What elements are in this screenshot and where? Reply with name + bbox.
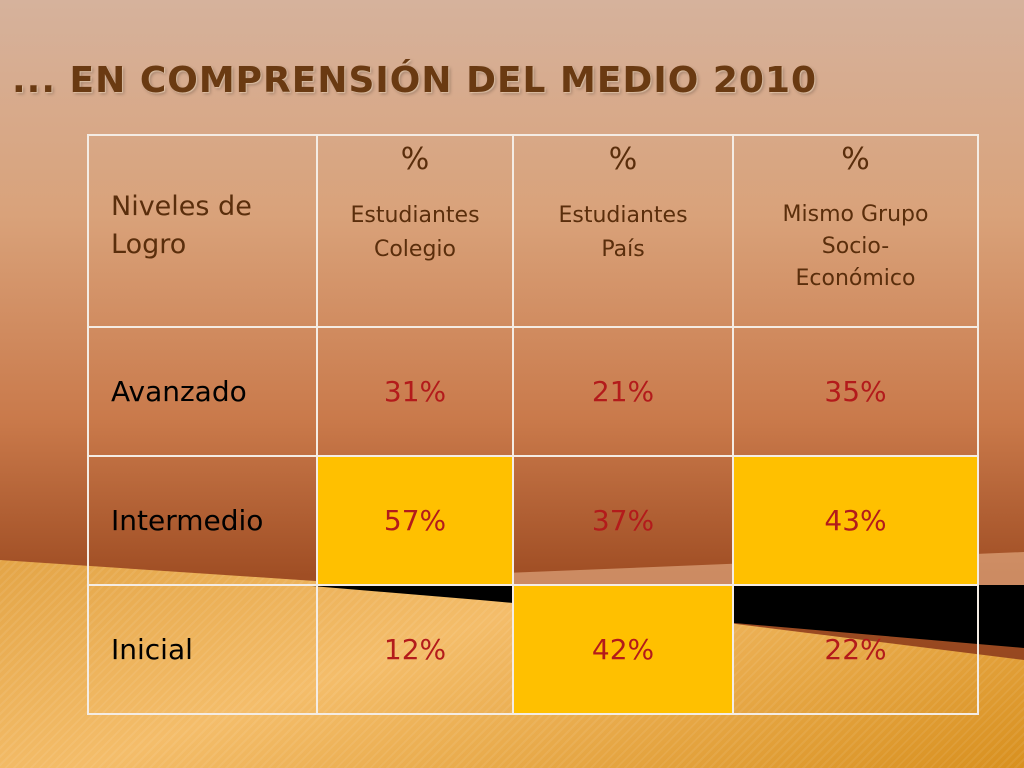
- value-cell: 22%: [732, 584, 979, 715]
- table-row: Inicial 12% 42% 22%: [87, 584, 979, 715]
- column-header-colegio: % Estudiantes Colegio: [316, 134, 514, 328]
- value-cell: 12%: [316, 584, 514, 715]
- column-header-label: Estudiantes Colegio: [350, 203, 480, 262]
- column-header-label: Estudiantes País: [558, 203, 688, 262]
- row-header-label: Niveles de Logro: [87, 134, 318, 328]
- achievement-table: Niveles de Logro % Estudiantes Colegio %…: [87, 134, 979, 715]
- column-header-pais: % Estudiantes País: [512, 134, 734, 328]
- value-cell-highlighted: 42%: [512, 584, 734, 715]
- row-level-label: Avanzado: [87, 326, 318, 457]
- value-cell-highlighted: 43%: [732, 455, 979, 586]
- slide-title: ... EN COMPRENSIÓN DEL MEDIO 2010: [12, 60, 818, 101]
- value-cell: 31%: [316, 326, 514, 457]
- table-header-row: Niveles de Logro % Estudiantes Colegio %…: [87, 134, 979, 328]
- value-cell-highlighted: 57%: [316, 455, 514, 586]
- column-header-grupo: % Mismo Grupo Socio-Económico: [732, 134, 979, 328]
- row-level-label: Inicial: [87, 584, 318, 715]
- row-level-label: Intermedio: [87, 455, 318, 586]
- column-percent-symbol: %: [608, 142, 638, 177]
- column-header-label: Mismo Grupo Socio-Económico: [782, 202, 929, 291]
- value-cell: 35%: [732, 326, 979, 457]
- table-row: Avanzado 31% 21% 35%: [87, 326, 979, 457]
- column-percent-symbol: %: [400, 142, 430, 177]
- table-row: Intermedio 57% 37% 43%: [87, 455, 979, 586]
- value-cell: 21%: [512, 326, 734, 457]
- column-percent-symbol: %: [841, 142, 870, 177]
- value-cell: 37%: [512, 455, 734, 586]
